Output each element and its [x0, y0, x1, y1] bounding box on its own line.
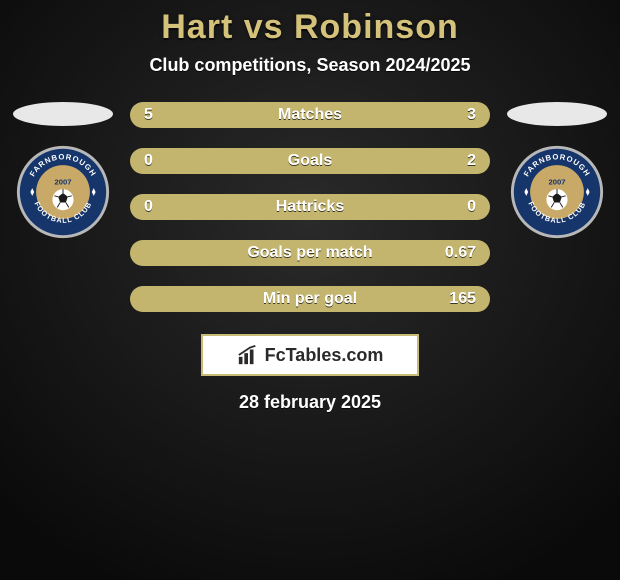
stat-right-value: 165	[449, 290, 476, 308]
stat-label: Goals	[130, 152, 490, 170]
left-avatar-placeholder	[13, 102, 113, 126]
stats-bars: 5Matches30Goals20Hattricks0Goals per mat…	[130, 102, 490, 312]
stat-right-value: 3	[467, 106, 476, 124]
main-row: FARNBOROUGH FOOTBALL CLUB 2007 5Matches3…	[0, 102, 620, 312]
stat-right-value: 0.67	[445, 244, 476, 262]
page-title: Hart vs Robinson	[0, 8, 620, 47]
content-area: Hart vs Robinson Club competitions, Seas…	[0, 0, 620, 413]
stat-bar: 0Hattricks0	[130, 194, 490, 220]
left-player-column: FARNBOROUGH FOOTBALL CLUB 2007	[8, 102, 118, 240]
stat-bar: 5Matches3	[130, 102, 490, 128]
stat-bar: Goals per match0.67	[130, 240, 490, 266]
stat-right-value: 2	[467, 152, 476, 170]
chart-icon	[237, 344, 259, 366]
right-club-badge: FARNBOROUGH FOOTBALL CLUB 2007	[509, 144, 605, 240]
right-avatar-placeholder	[507, 102, 607, 126]
stat-label: Goals per match	[130, 244, 490, 262]
right-player-column: FARNBOROUGH FOOTBALL CLUB 2007	[502, 102, 612, 240]
subtitle: Club competitions, Season 2024/2025	[0, 55, 620, 76]
stat-label: Hattricks	[130, 198, 490, 216]
date-label: 28 february 2025	[0, 392, 620, 413]
stat-label: Min per goal	[130, 290, 490, 308]
fctables-logo: FcTables.com	[201, 334, 419, 376]
stat-right-value: 0	[467, 198, 476, 216]
svg-text:2007: 2007	[54, 177, 71, 186]
stat-bar: Min per goal165	[130, 286, 490, 312]
stat-bar: 0Goals2	[130, 148, 490, 174]
stat-label: Matches	[130, 106, 490, 124]
logo-text: FcTables.com	[265, 345, 384, 366]
svg-text:2007: 2007	[548, 177, 565, 186]
left-club-badge: FARNBOROUGH FOOTBALL CLUB 2007	[15, 144, 111, 240]
